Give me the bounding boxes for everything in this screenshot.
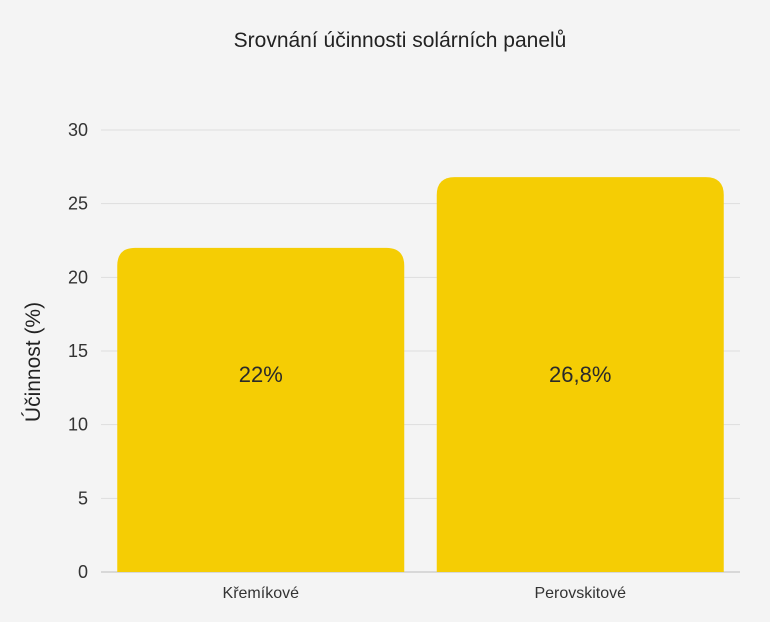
- bar-2: [436, 177, 724, 572]
- data-label-1: 22%: [239, 362, 283, 387]
- data-labels: 22% 26,8%: [239, 362, 612, 387]
- y-tick-label-10: 10: [68, 415, 88, 435]
- y-axis-ticks: 0 5 10 15 20 25 30: [68, 120, 88, 582]
- x-axis-labels: Křemíkové Perovskitové: [223, 585, 627, 602]
- chart-title: Srovnání účinnosti solárních panelů: [234, 29, 567, 52]
- y-tick-label-0: 0: [78, 562, 88, 582]
- x-category-label-1: Křemíkové: [223, 585, 300, 602]
- bars: [117, 177, 724, 572]
- y-tick-label-25: 25: [68, 194, 88, 214]
- y-tick-label-20: 20: [68, 267, 88, 287]
- x-category-label-2: Perovskitové: [534, 585, 626, 602]
- data-label-2: 26,8%: [549, 362, 611, 387]
- bar-1: [117, 247, 405, 572]
- y-tick-label-15: 15: [68, 341, 88, 361]
- y-axis-label: Účinnost (%): [22, 302, 45, 422]
- y-tick-label-5: 5: [78, 488, 88, 508]
- y-tick-label-30: 30: [68, 120, 88, 140]
